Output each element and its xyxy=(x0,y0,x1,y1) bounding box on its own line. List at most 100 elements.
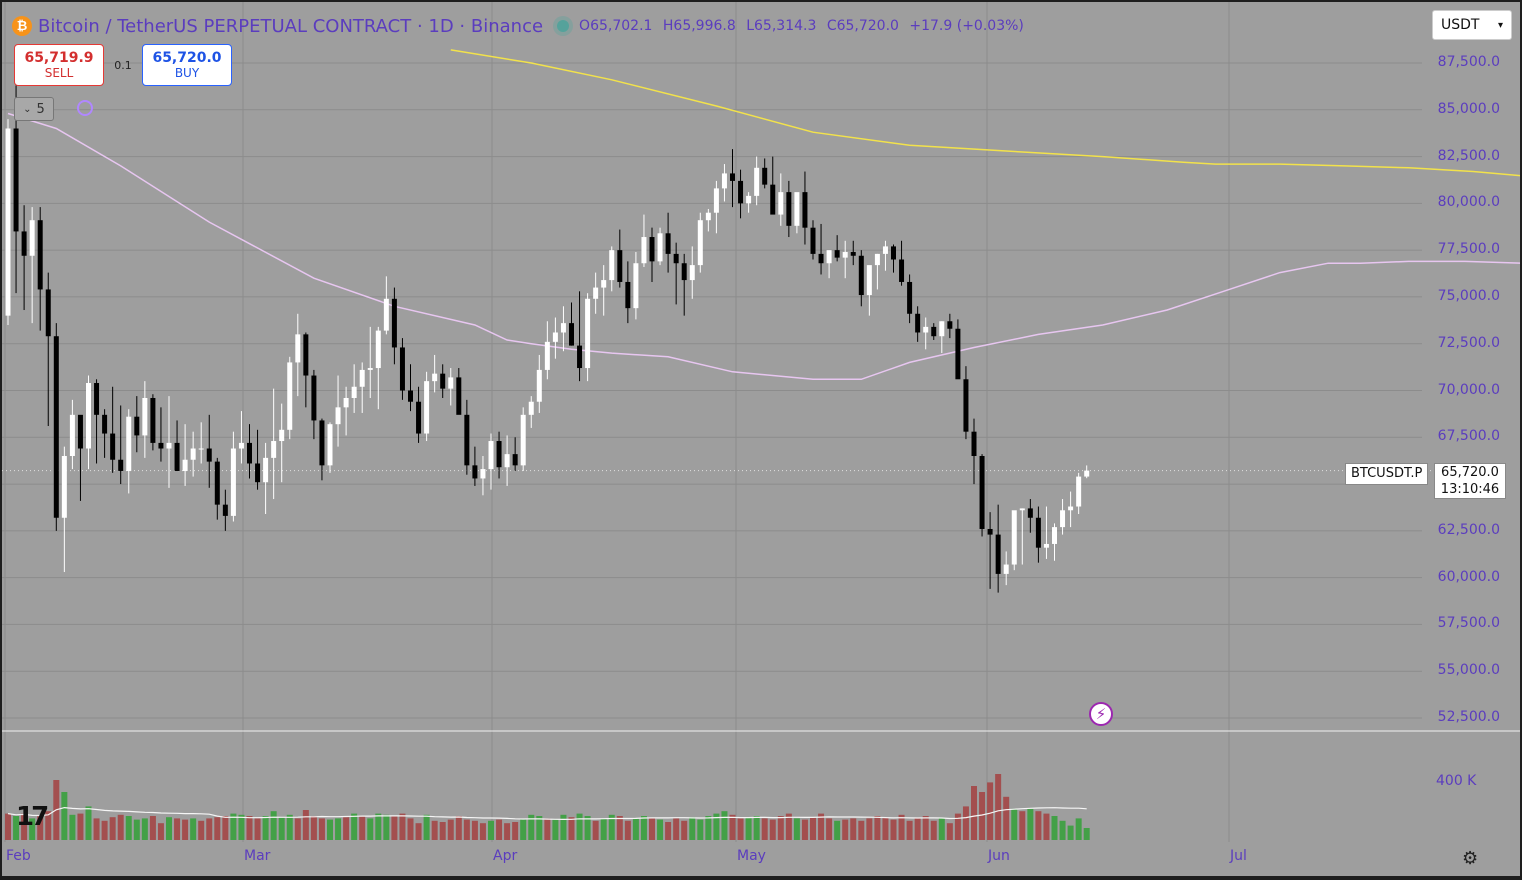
candle-body xyxy=(794,192,800,226)
currency-select[interactable]: USDT ▾ xyxy=(1432,10,1512,40)
candle xyxy=(86,375,91,470)
candle xyxy=(464,399,470,475)
close-value: 65,720.0 xyxy=(836,18,899,34)
candle xyxy=(649,227,655,282)
candle-body xyxy=(891,246,896,260)
tradingview-logo[interactable]: 17 xyxy=(16,802,49,832)
currency-value: USDT xyxy=(1441,17,1480,33)
candle-body xyxy=(874,253,880,266)
candle-body xyxy=(158,442,164,449)
candle xyxy=(311,369,317,440)
candle xyxy=(689,246,695,299)
buy-button[interactable]: 65,720.0 BUY xyxy=(142,44,232,86)
candle-body xyxy=(842,252,848,258)
candle xyxy=(858,250,864,307)
open-value: 65,702.1 xyxy=(590,18,653,34)
lightning-icon[interactable]: ⚡ xyxy=(1089,702,1113,726)
candle-body xyxy=(721,173,727,189)
candle xyxy=(488,433,494,490)
gear-icon[interactable]: ⚙ xyxy=(1462,848,1479,869)
candle-body xyxy=(45,289,51,337)
candle-body xyxy=(29,220,35,256)
price-tick-label: 62,500.0 xyxy=(1437,521,1500,538)
candle xyxy=(472,446,478,486)
candle-body xyxy=(834,250,840,258)
candle-body xyxy=(182,459,188,471)
candle xyxy=(182,424,188,486)
candle-body xyxy=(1027,508,1033,518)
candle-body xyxy=(37,220,43,290)
candle xyxy=(21,205,27,311)
candle-body xyxy=(319,420,325,466)
candle-body xyxy=(963,379,969,432)
candle xyxy=(1035,506,1041,563)
candle xyxy=(585,293,591,382)
price-tick-label: 55,000.0 xyxy=(1437,662,1500,679)
indicators-collapse-button[interactable]: ⌄ 5 xyxy=(14,97,54,121)
symbol-header: ₿ Bitcoin / TetherUS PERPETUAL CONTRACT … xyxy=(12,14,1024,38)
candle xyxy=(190,431,196,477)
candle-body xyxy=(633,263,639,309)
candle xyxy=(818,223,824,275)
candle xyxy=(593,272,599,314)
candle-body xyxy=(214,461,220,505)
last-price-tag: 65,720.0 13:10:46 xyxy=(1434,463,1506,499)
candle-body xyxy=(496,441,502,468)
candle xyxy=(987,512,993,589)
candle-body xyxy=(126,416,132,471)
candle-body xyxy=(1052,527,1057,544)
price-tick-label: 75,000.0 xyxy=(1437,287,1500,304)
candle-body xyxy=(730,173,735,181)
candle-body xyxy=(512,454,518,466)
candle-body xyxy=(738,180,744,204)
candle-body xyxy=(311,375,317,421)
candle-body xyxy=(705,212,711,221)
candle-body xyxy=(247,442,252,464)
candle-body xyxy=(979,456,985,529)
candle xyxy=(617,229,623,288)
indicators-count: 5 xyxy=(36,101,45,117)
candle-body xyxy=(440,373,446,389)
candle xyxy=(5,119,11,325)
candle-body xyxy=(472,465,478,479)
candle-body xyxy=(882,246,888,254)
candle xyxy=(673,242,679,305)
candle-body xyxy=(762,167,768,185)
price-tick-label: 80,000.0 xyxy=(1437,194,1500,211)
ohlc-readout: O65,702.1 H65,996.8 L65,314.3 C65,720.0 … xyxy=(579,18,1024,34)
ma-fast-line xyxy=(7,112,1520,381)
candle-body xyxy=(617,250,623,282)
candle xyxy=(1076,472,1082,515)
candle xyxy=(287,356,293,440)
candle-body xyxy=(166,442,172,449)
spread-value: 0.1 xyxy=(114,58,132,72)
candle xyxy=(343,386,349,436)
candle xyxy=(102,409,108,458)
candle-body xyxy=(118,459,124,471)
candle xyxy=(544,321,550,380)
candle-body xyxy=(198,448,204,450)
candle xyxy=(327,422,333,473)
candle-body xyxy=(375,330,381,369)
candle xyxy=(45,272,51,427)
candle-body xyxy=(754,167,760,196)
candle xyxy=(552,317,558,359)
market-status-icon[interactable] xyxy=(557,20,570,32)
candle-body xyxy=(480,469,486,479)
candle-body xyxy=(641,237,647,264)
candle xyxy=(939,321,945,354)
symbol-title[interactable]: Bitcoin / TetherUS PERPETUAL CONTRACT · … xyxy=(38,15,544,37)
candle xyxy=(963,366,969,440)
candle xyxy=(247,424,252,479)
candle xyxy=(118,405,124,485)
price-tick-label: 57,500.0 xyxy=(1437,615,1500,632)
price-tick-label: 77,500.0 xyxy=(1437,241,1500,258)
candle xyxy=(979,454,985,537)
candle-body xyxy=(713,188,719,213)
candle xyxy=(166,396,172,488)
candle xyxy=(399,338,405,400)
month-tick-label: Jul xyxy=(1230,848,1247,864)
candle xyxy=(713,180,719,234)
sell-button[interactable]: 65,719.9 SELL xyxy=(14,44,104,86)
